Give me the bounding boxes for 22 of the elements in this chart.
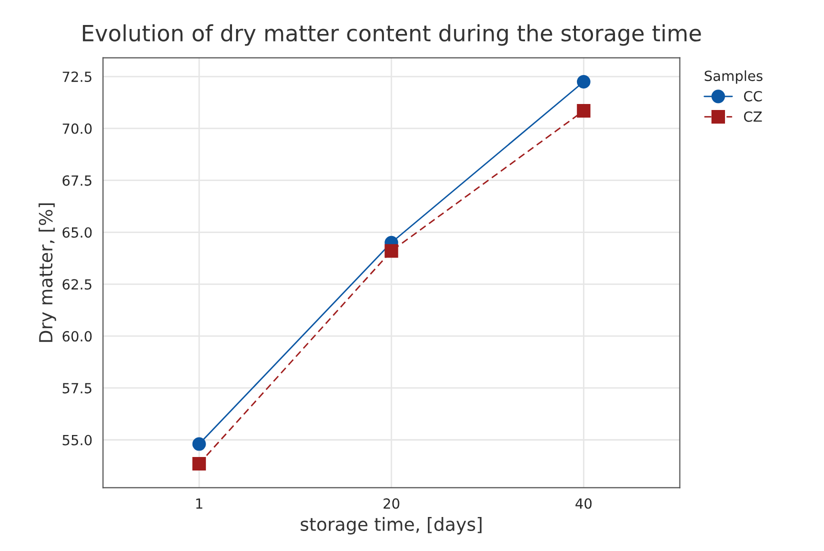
y-tick-label: 62.5: [62, 279, 92, 290]
y-tick-label: 60.0: [62, 331, 92, 342]
legend-title: Samples: [704, 70, 762, 84]
y-axis-title: Dry matter, [%]: [38, 203, 56, 342]
y-tick-label: 72.5: [62, 72, 92, 82]
point: [192, 456, 206, 471]
x-axis-title: storage time, [days]: [300, 517, 482, 535]
legend-label: CZ: [744, 111, 762, 122]
x-tick-label: 40: [576, 498, 592, 509]
x-tick-label: 20: [384, 498, 400, 509]
point: [384, 244, 398, 258]
point: [192, 437, 206, 451]
point: [576, 74, 590, 88]
y-tick-label: 70.0: [62, 123, 92, 134]
point: [576, 104, 590, 118]
x-tick-label: 1: [196, 498, 202, 509]
y-tick-label: 67.5: [62, 175, 92, 186]
chart-title: Evolution of dry matter content during the storage time: [82, 24, 701, 46]
legend-label: CC: [744, 90, 762, 102]
y-tick-label: 57.5: [62, 383, 92, 394]
y-tick-label: 55.0: [62, 434, 92, 446]
y-tick-label: 65.0: [62, 227, 92, 238]
